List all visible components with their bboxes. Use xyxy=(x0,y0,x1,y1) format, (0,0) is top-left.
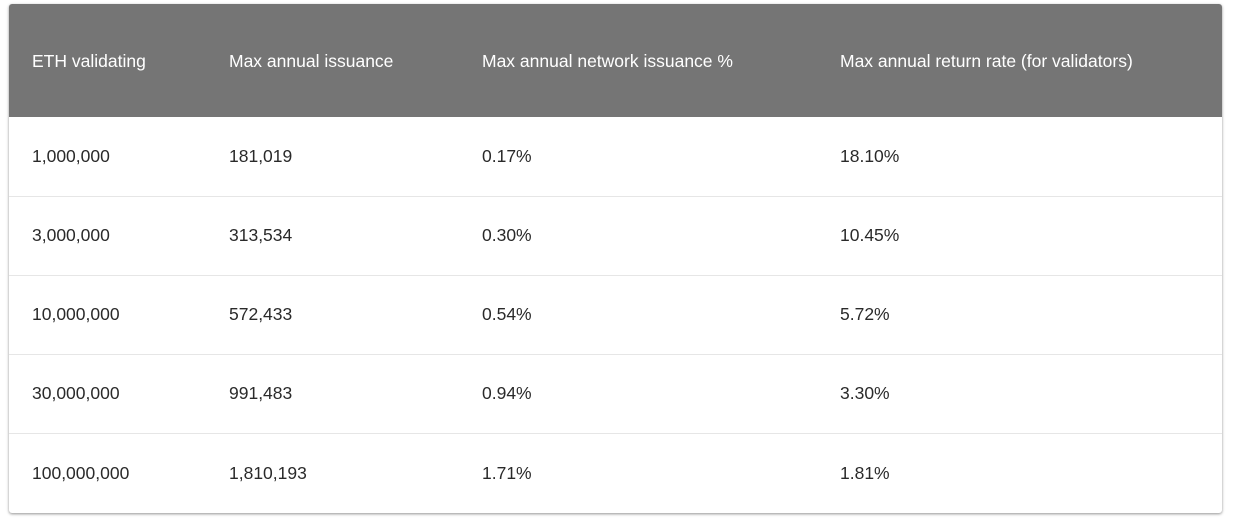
cell-return-rate: 10.45% xyxy=(840,225,900,245)
cell-max-annual-issuance: 991,483 xyxy=(229,383,293,403)
cell-network-issuance-pct: 0.54% xyxy=(482,304,532,324)
table-row: 30,000,000 991,483 0.94% 3.30% xyxy=(9,354,1222,433)
table-body: 1,000,000 181,019 0.17% 18.10% 3,000,000… xyxy=(9,117,1222,513)
table-header: ETH validating Max annual issuance Max a… xyxy=(9,4,1222,117)
table-row: 1,000,000 181,019 0.17% 18.10% xyxy=(9,117,1222,196)
cell-max-annual-issuance: 572,433 xyxy=(229,304,293,324)
cell-network-issuance-pct: 0.17% xyxy=(482,145,532,166)
cell-max-annual-issuance: 181,019 xyxy=(229,145,293,166)
table-row: 100,000,000 1,810,193 1.71% 1.81% xyxy=(9,433,1222,513)
cell-max-annual-issuance: 1,810,193 xyxy=(229,462,307,483)
cell-eth-validating: 30,000,000 xyxy=(32,383,120,403)
cell-return-rate: 5.72% xyxy=(840,304,890,324)
cell-max-annual-issuance: 313,534 xyxy=(229,225,293,245)
header-row: ETH validating Max annual issuance Max a… xyxy=(9,4,1222,117)
issuance-table: ETH validating Max annual issuance Max a… xyxy=(9,4,1222,513)
cell-return-rate: 1.81% xyxy=(840,462,890,483)
cell-network-issuance-pct: 0.30% xyxy=(482,225,532,245)
header-max-network-issuance-pct: Max annual network issuance % xyxy=(482,50,733,71)
header-max-annual-issuance: Max annual issuance xyxy=(229,50,394,71)
table-row: 3,000,000 313,534 0.30% 10.45% xyxy=(9,196,1222,275)
cell-return-rate: 18.10% xyxy=(840,145,900,166)
issuance-table-card: ETH validating Max annual issuance Max a… xyxy=(9,4,1222,513)
cell-network-issuance-pct: 1.71% xyxy=(482,462,532,483)
cell-return-rate: 3.30% xyxy=(840,383,890,403)
cell-network-issuance-pct: 0.94% xyxy=(482,383,532,403)
cell-eth-validating: 1,000,000 xyxy=(32,145,110,166)
cell-eth-validating: 3,000,000 xyxy=(32,225,110,245)
cell-eth-validating: 100,000,000 xyxy=(32,462,130,483)
cell-eth-validating: 10,000,000 xyxy=(32,304,120,324)
table-row: 10,000,000 572,433 0.54% 5.72% xyxy=(9,275,1222,354)
header-max-return-rate: Max annual return rate (for validators) xyxy=(840,50,1133,71)
header-eth-validating: ETH validating xyxy=(32,50,146,71)
